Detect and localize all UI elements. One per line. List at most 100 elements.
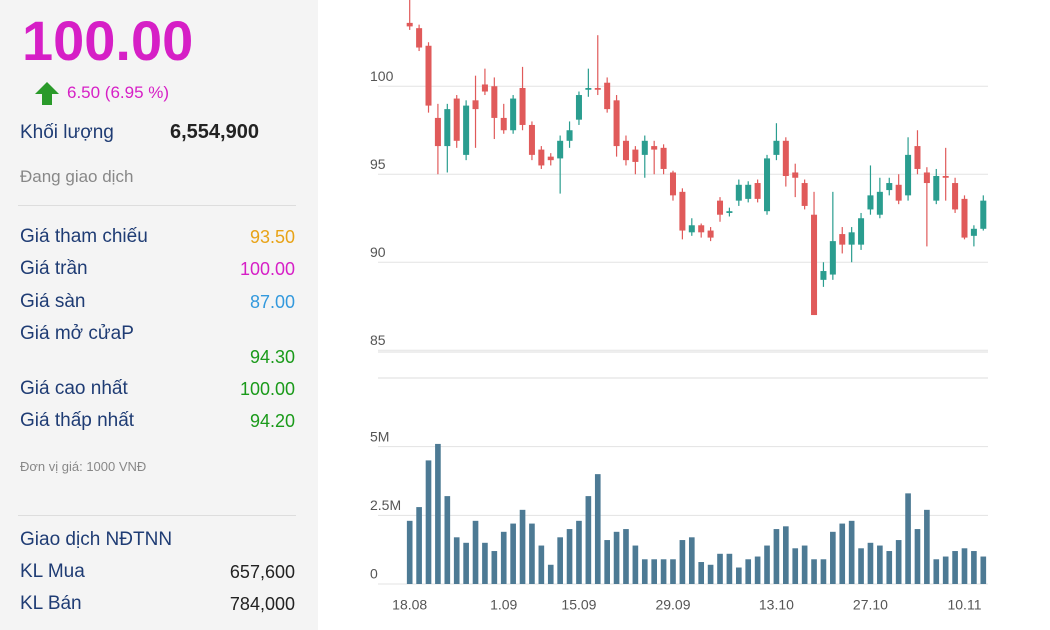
candle-body xyxy=(660,147,667,169)
volume-bar xyxy=(491,551,498,584)
candle-body xyxy=(764,158,771,212)
volume-bar xyxy=(811,559,817,584)
price-value: 94.30 xyxy=(249,347,295,367)
candle-body xyxy=(876,191,883,215)
volume-bar xyxy=(820,559,827,584)
candle-body xyxy=(510,98,517,131)
volume-bar xyxy=(510,523,516,584)
volume-value: 6,554,900 xyxy=(170,121,259,143)
volume-bar xyxy=(867,542,874,584)
candle-body xyxy=(416,28,423,48)
volume-bar xyxy=(726,553,733,584)
candle-body xyxy=(867,195,874,210)
volume-bar xyxy=(717,553,723,584)
candle-body xyxy=(858,218,865,245)
volume-bar xyxy=(754,556,761,584)
volume-bar xyxy=(435,443,441,584)
volume-bar xyxy=(576,520,582,584)
volume-bar xyxy=(886,551,893,584)
foreign-value: 657,600 xyxy=(229,562,295,582)
y-tick-label: 0 xyxy=(370,566,378,582)
foreign-value: 784,000 xyxy=(229,594,295,614)
candle-body xyxy=(848,232,855,245)
candle-body xyxy=(820,271,827,280)
volume-bar xyxy=(604,540,610,584)
volume-bar xyxy=(538,545,545,584)
candle-body xyxy=(839,234,846,245)
volume-bar xyxy=(444,496,451,584)
volume-bar xyxy=(924,509,930,584)
volume-bar xyxy=(905,493,911,584)
up-arrow xyxy=(35,82,59,105)
candle-body xyxy=(538,149,545,166)
candle-body xyxy=(500,117,507,131)
price-label: Giá tham chiếu xyxy=(20,226,148,247)
separator xyxy=(18,205,296,206)
price-label: Giá trần xyxy=(20,258,88,279)
volume-bar xyxy=(623,529,629,584)
price-label: Giá sàn xyxy=(20,291,86,312)
candle-body xyxy=(632,149,639,162)
candle-body xyxy=(641,140,648,155)
volume-bar xyxy=(839,523,846,584)
y-tick-label: 2.5M xyxy=(370,497,401,513)
candle-body xyxy=(745,184,752,199)
candle-body xyxy=(604,82,611,110)
volume-bar xyxy=(952,551,958,584)
unit-note: Đơn vị giá: 1000 VNĐ xyxy=(20,459,147,474)
candle-body xyxy=(425,45,432,106)
price: 100.00 xyxy=(22,9,194,72)
candle-body xyxy=(585,88,592,90)
volume-bar xyxy=(707,564,714,584)
candle-body xyxy=(905,154,912,196)
price-value: 93.50 xyxy=(249,227,295,247)
y-tick-label: 100 xyxy=(370,68,394,84)
candle-body xyxy=(923,172,930,184)
candle-body xyxy=(547,156,554,161)
candle-body xyxy=(463,105,470,155)
price-value: 100.00 xyxy=(239,259,295,279)
price-value: 87.00 xyxy=(249,292,295,312)
x-tick-label: 13.10 xyxy=(759,597,794,613)
candle-body xyxy=(970,228,977,236)
candle-body xyxy=(481,84,488,92)
info-panel: 100.00 6.50 (6.95 %) Khối lượng 6,554,90… xyxy=(0,0,318,630)
candle-body xyxy=(773,140,780,155)
candle-body xyxy=(961,198,968,238)
volume-bar xyxy=(660,559,667,584)
foreign-title: Giao dịch NĐTNN xyxy=(20,529,173,550)
volume-bar xyxy=(933,559,940,584)
volume-bar xyxy=(547,564,554,584)
volume-bar xyxy=(698,562,705,584)
volume-bar xyxy=(529,523,535,584)
x-tick-label: 15.09 xyxy=(561,597,596,613)
candle-body xyxy=(528,124,535,155)
candle-body xyxy=(942,176,949,178)
x-tick-label: 29.09 xyxy=(655,597,690,613)
candle-body xyxy=(801,183,808,206)
candle-body xyxy=(952,183,959,210)
price-value: 94.20 xyxy=(249,411,295,431)
candle-body xyxy=(726,211,733,213)
foreign-label: KL Mua xyxy=(20,561,85,582)
volume-bar xyxy=(632,545,639,584)
candle-body xyxy=(453,98,460,141)
x-tick-label: 1.09 xyxy=(490,597,517,613)
volume-bar xyxy=(463,542,469,584)
price-change: 6.50 (6.95 %) xyxy=(67,83,170,102)
volume-bar xyxy=(651,559,658,584)
volume-bar xyxy=(500,531,507,584)
volume-bar xyxy=(801,545,808,584)
candle-body xyxy=(895,184,902,201)
candle-body xyxy=(782,140,789,176)
volume-label: Khối lượng xyxy=(20,122,114,143)
candle-body xyxy=(613,100,620,147)
volume-bar xyxy=(416,507,422,584)
price-label: Giá mở cửaP xyxy=(20,323,134,344)
candle-body xyxy=(434,117,441,147)
volume-bar xyxy=(641,559,648,584)
candle-body xyxy=(933,176,940,201)
volume-bar xyxy=(557,537,563,584)
candle-body xyxy=(669,172,677,196)
volume-bar xyxy=(453,537,460,584)
